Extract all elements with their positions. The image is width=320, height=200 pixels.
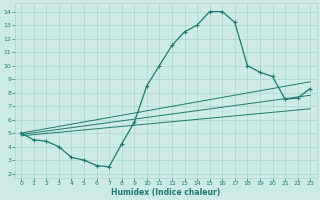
- X-axis label: Humidex (Indice chaleur): Humidex (Indice chaleur): [111, 188, 220, 197]
